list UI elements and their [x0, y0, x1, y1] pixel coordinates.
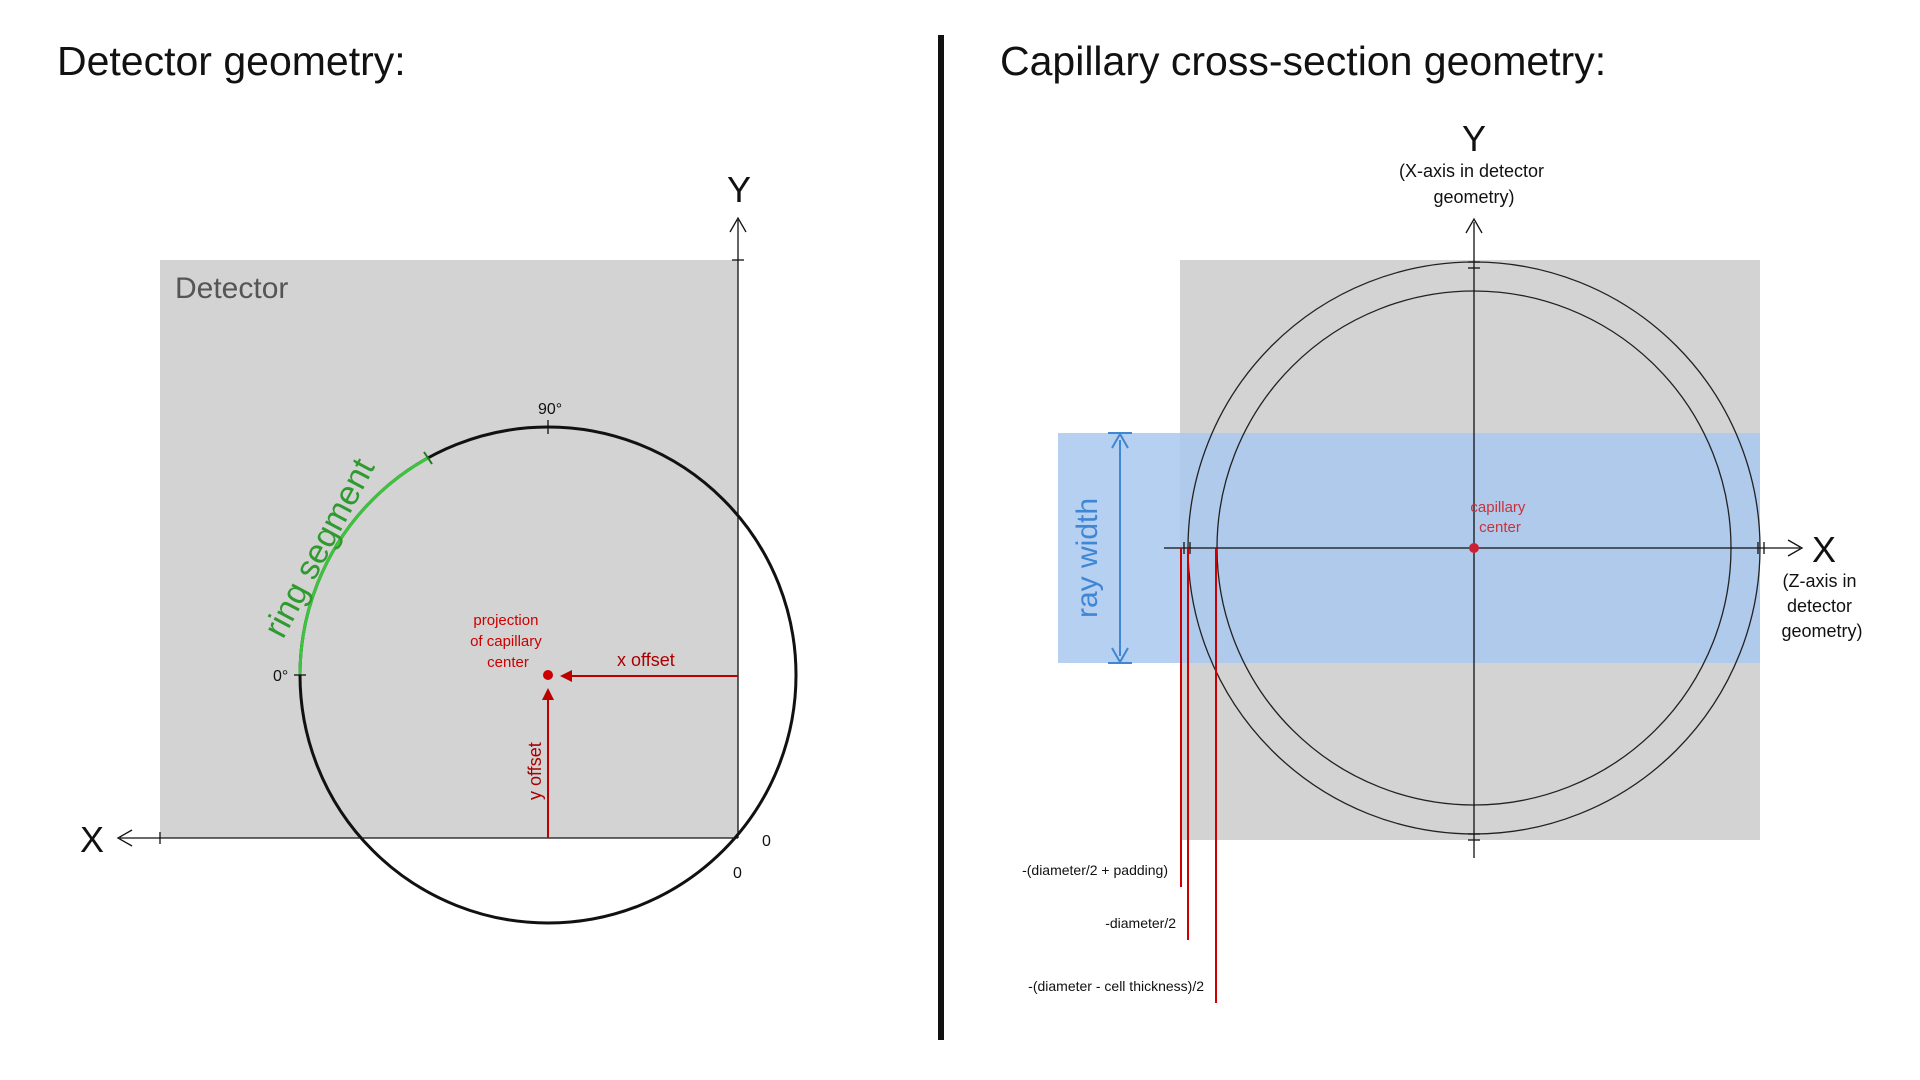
- x-offset-label: x offset: [617, 650, 675, 670]
- right-axis-y-note: (X-axis in detector geometry): [1399, 161, 1549, 207]
- projection-label-line-1: projection: [473, 612, 538, 629]
- left-x-axis-arrowhead: [116, 829, 133, 847]
- capillary-center-label: capillary center: [1470, 499, 1529, 536]
- right-axis-y-note-line-2: geometry): [1433, 187, 1514, 207]
- ring-segment-arc: [298, 456, 429, 676]
- detector-area: [160, 260, 738, 838]
- capillary-center-label-line-1: capillary: [1470, 499, 1526, 516]
- left-axis-x-label: X: [80, 819, 104, 860]
- projection-center-dot: [543, 670, 553, 680]
- left-axis-y-label: Y: [727, 169, 751, 210]
- tick-label-90-deg: 90°: [538, 401, 562, 418]
- right-axis-x-note: (Z-axis in detector geometry): [1781, 571, 1862, 641]
- marker-label-inner-diameter: -(diameter - cell thickness)/2: [1028, 978, 1204, 994]
- ring-segment-end-tick: [423, 451, 433, 465]
- projection-label: projection of capillary center: [470, 612, 546, 671]
- detector-geometry-panel: Detector geometry: Detector Y X 0 0 ring…: [57, 38, 798, 925]
- left-y-axis-arrowhead: [729, 216, 747, 233]
- right-panel-title: Capillary cross-section geometry:: [1000, 38, 1606, 84]
- right-y-axis-arrowhead: [1465, 217, 1483, 234]
- marker-label-diameter: -diameter/2: [1105, 915, 1176, 931]
- right-axis-x-note-line-3: geometry): [1781, 621, 1862, 641]
- right-axis-y-label: Y: [1462, 118, 1486, 159]
- right-axis-y-note-line-1: (X-axis in detector: [1399, 161, 1544, 181]
- marker-label-padding: -(diameter/2 + padding): [1022, 862, 1168, 878]
- projection-label-line-3: center: [487, 654, 529, 671]
- tick-label-0-deg: 0°: [273, 668, 288, 685]
- right-axis-x-note-line-1: (Z-axis in: [1782, 571, 1856, 591]
- left-panel-title: Detector geometry:: [57, 38, 406, 84]
- capillary-center-label-line-2: center: [1479, 519, 1521, 536]
- origin-y-zero-label: 0: [762, 833, 771, 850]
- detector-label: Detector: [175, 272, 288, 305]
- right-axis-x-note-line-2: detector: [1787, 596, 1852, 616]
- origin-x-zero-label: 0: [733, 865, 742, 882]
- y-offset-label: y offset: [525, 742, 545, 800]
- right-x-axis-arrowhead: [1787, 539, 1804, 557]
- capillary-center-dot: [1469, 543, 1479, 553]
- projection-label-line-2: of capillary: [470, 633, 542, 650]
- capillary-geometry-panel: Capillary cross-section geometry: Y (X-a…: [1000, 38, 1863, 1003]
- ray-width-label: ray width: [1071, 498, 1104, 618]
- right-axis-x-label: X: [1812, 529, 1836, 570]
